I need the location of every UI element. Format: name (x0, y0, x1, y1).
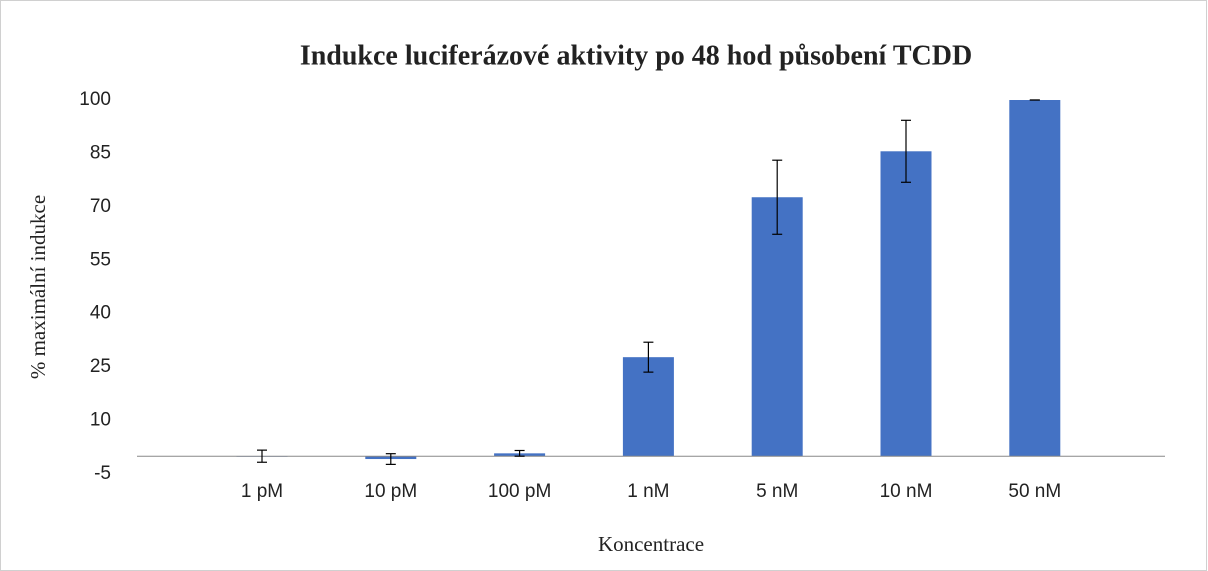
x-tick-label: 5 nM (756, 481, 798, 502)
x-tick-label: 50 nM (1008, 481, 1061, 502)
bar (622, 357, 674, 457)
error-bar (514, 449, 525, 457)
y-tick-label: 40 (90, 303, 111, 324)
x-tick-label: 10 nM (880, 481, 933, 502)
y-tick-label: 100 (79, 89, 111, 110)
x-tick-label: 10 pM (364, 481, 417, 502)
y-axis-label: % maximální indukce (26, 195, 50, 379)
bar (1009, 100, 1061, 457)
bar (751, 197, 803, 457)
error-bar (772, 159, 783, 235)
y-tick-label: 85 (90, 142, 111, 163)
y-tick-label: 70 (90, 196, 111, 217)
x-tick-label: 1 pM (241, 481, 283, 502)
error-bar (257, 449, 267, 463)
chart-title: Indukce luciferázové aktivity po 48 hod … (300, 40, 972, 71)
error-bar (385, 453, 396, 465)
y-tick-label: 25 (90, 356, 111, 377)
bar (880, 151, 932, 457)
x-tick-label: 100 pM (488, 481, 551, 502)
y-tick-label: -5 (94, 463, 111, 484)
y-tick-label: 10 (90, 410, 111, 431)
error-bar (643, 341, 654, 373)
x-axis-label: Koncentrace (598, 532, 704, 556)
y-tick-label: 55 (90, 249, 111, 270)
error-bar (901, 119, 911, 183)
x-tick-label: 1 nM (627, 481, 669, 502)
